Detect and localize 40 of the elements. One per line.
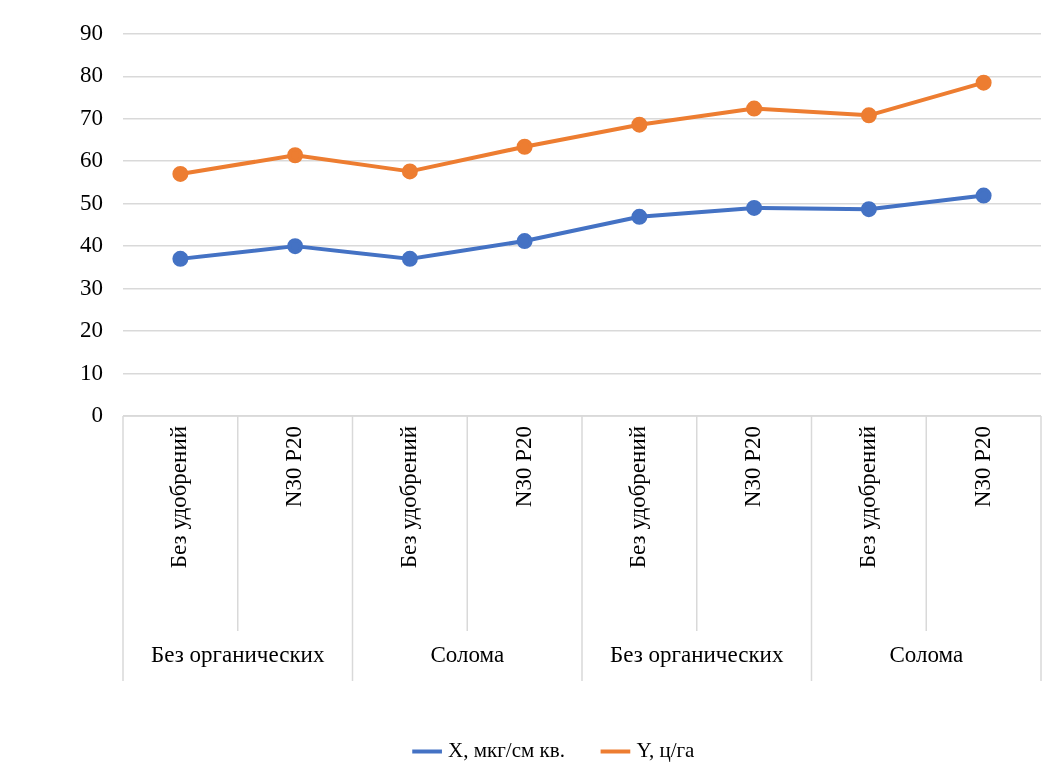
- point: [516, 138, 533, 155]
- legend-label: Y, ц/га: [636, 738, 696, 763]
- x-tick-label: Без удобрений: [625, 426, 651, 569]
- y-tick-label: 10: [80, 359, 103, 385]
- y-tick-label: 50: [80, 189, 103, 215]
- y-tick-label: 20: [80, 317, 103, 343]
- legend-label: X, мкг/см кв.: [448, 738, 565, 763]
- y-tick-label: 60: [80, 147, 103, 173]
- x-tick-label: N30 P20: [969, 426, 995, 508]
- point: [975, 187, 992, 204]
- y-tick-label: 0: [91, 402, 103, 428]
- x-tick-label: N30 P20: [740, 426, 766, 508]
- text: Без органических: [610, 642, 784, 668]
- y-tick-label: 90: [80, 19, 103, 45]
- y-tick-label: 30: [80, 274, 103, 300]
- x-tick-label: N30 P20: [281, 426, 307, 508]
- point: [516, 233, 533, 250]
- x-tick-label: Без удобрений: [854, 426, 880, 569]
- point: [746, 100, 763, 117]
- point: [975, 74, 992, 91]
- point: [860, 107, 877, 124]
- point: [631, 208, 648, 225]
- point: [172, 250, 189, 267]
- point: [172, 165, 189, 182]
- y-tick-label: 70: [80, 104, 103, 130]
- x-tick-label: Без удобрений: [395, 426, 421, 569]
- point: [631, 116, 648, 133]
- x-tick-label: N30 P20: [510, 426, 536, 508]
- x-tick-label: Без удобрений: [166, 426, 192, 569]
- point: [401, 163, 418, 180]
- text: Солома: [430, 642, 505, 668]
- y-tick-label: 40: [80, 232, 103, 258]
- text: Без органических: [151, 642, 325, 668]
- point: [401, 250, 418, 267]
- point: [860, 201, 877, 218]
- text: Солома: [889, 642, 964, 668]
- point: [746, 199, 763, 216]
- point: [287, 238, 304, 255]
- y-tick-label: 80: [80, 62, 103, 88]
- point: [287, 147, 304, 164]
